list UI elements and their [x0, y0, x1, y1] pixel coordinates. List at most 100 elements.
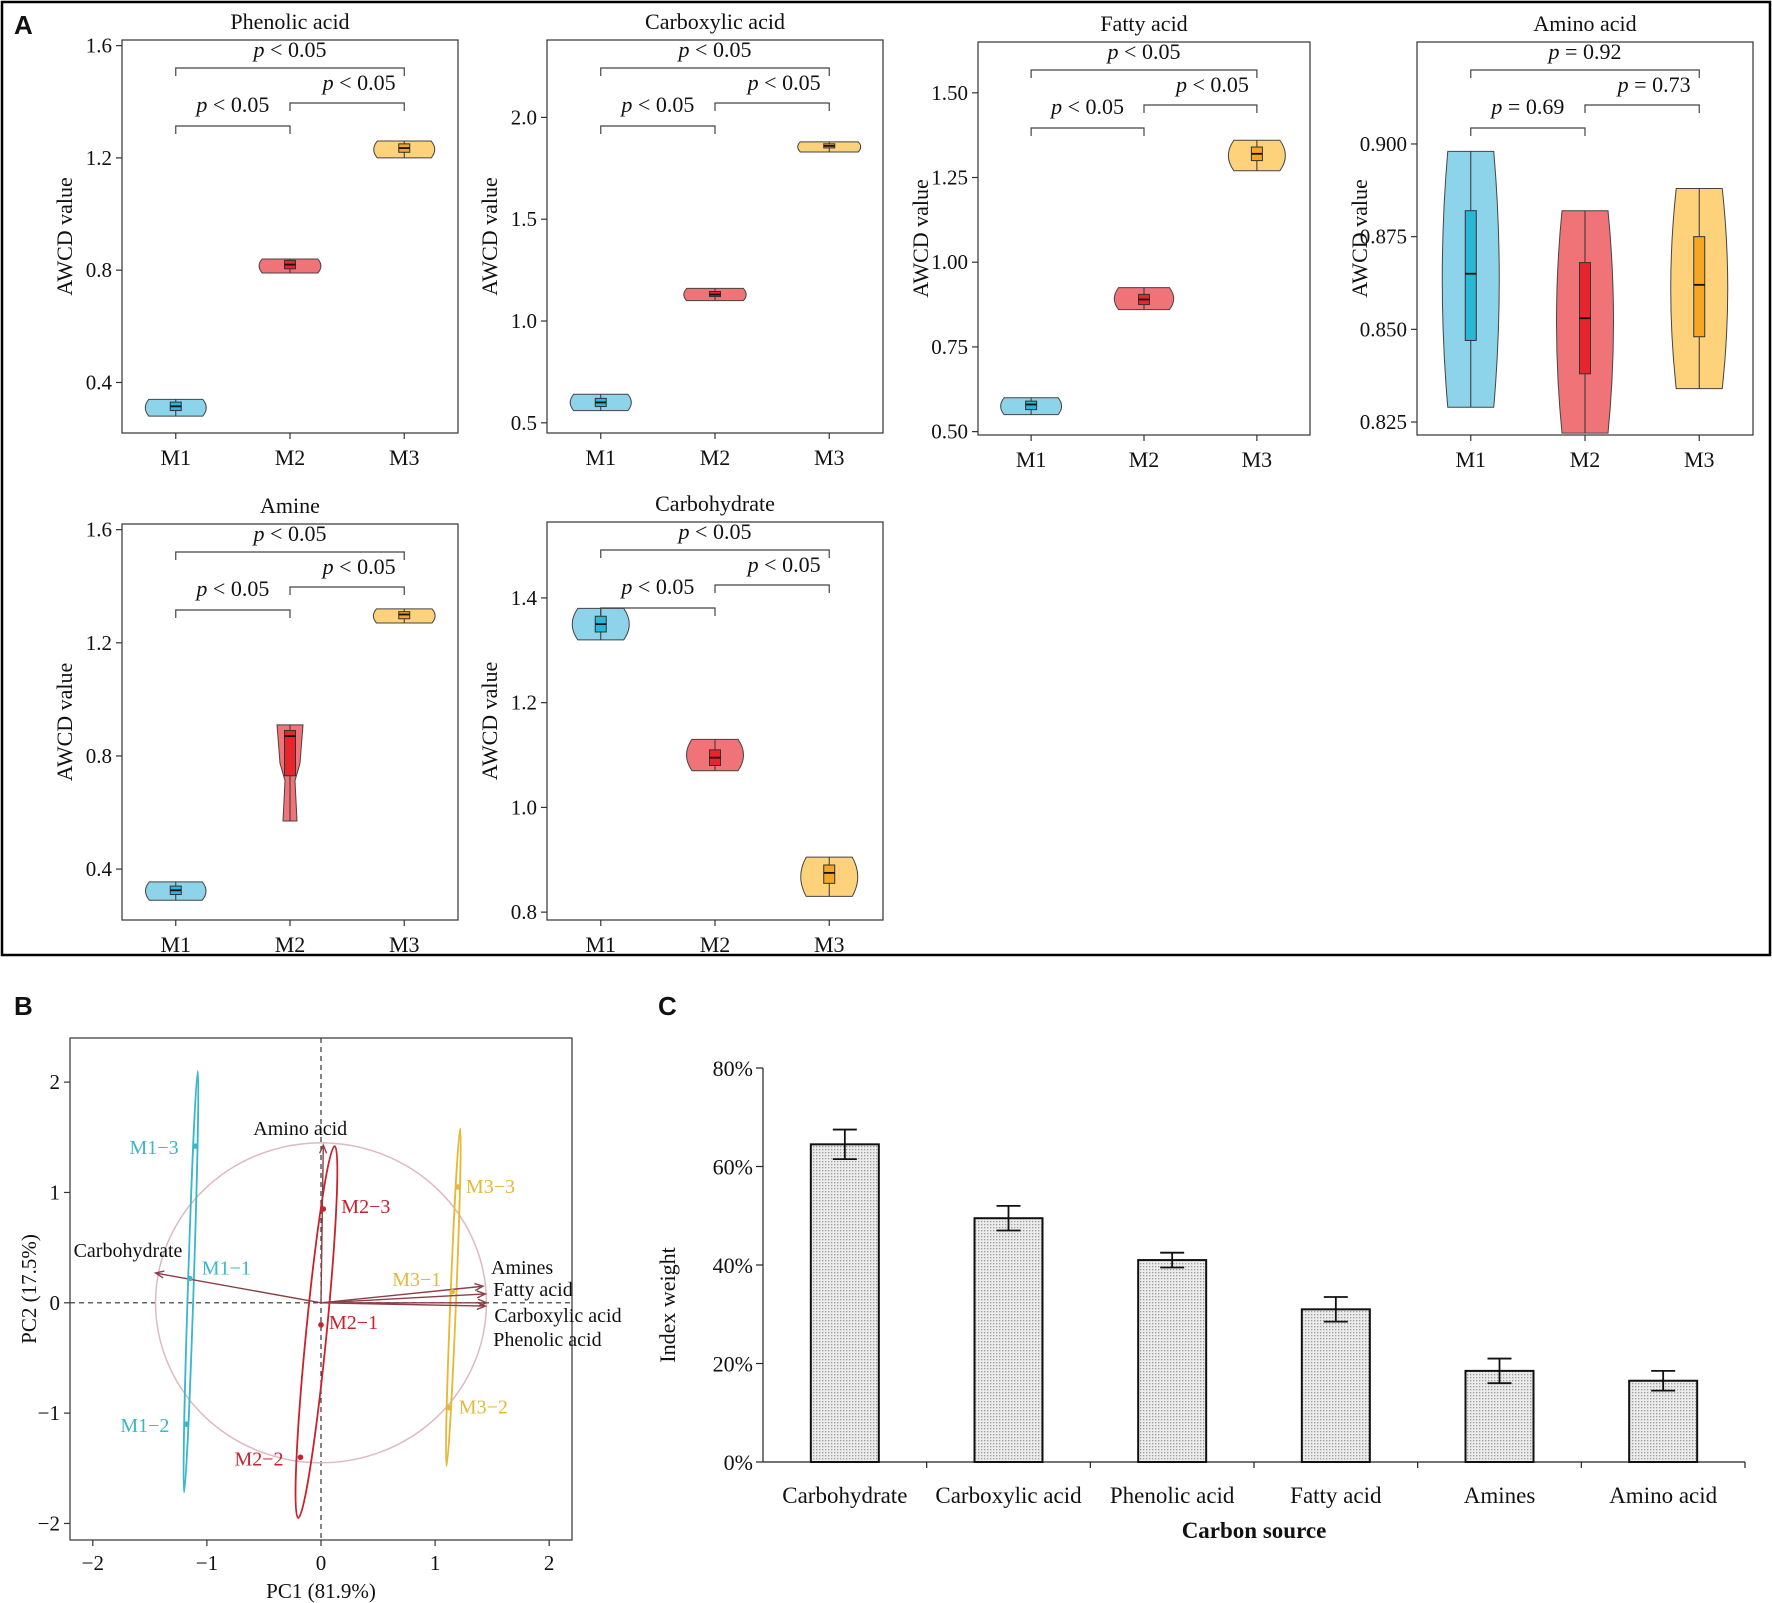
plot-frame — [121, 39, 459, 434]
loading-arrow — [155, 1272, 322, 1304]
panel-label-a: A — [14, 10, 33, 40]
y-tick-label: 1 — [50, 1180, 61, 1204]
x-tick-label: Carbohydrate — [782, 1483, 907, 1508]
y-tick-label: 2.0 — [511, 105, 537, 129]
significance-bracket — [600, 549, 830, 558]
chart-title: Fatty acid — [1100, 11, 1187, 36]
p-value-label: p < 0.05 — [1049, 94, 1124, 119]
loading-arrowhead — [477, 1298, 489, 1307]
y-axis-label: AWCD value — [477, 177, 502, 296]
pca-point — [449, 1288, 456, 1295]
panel-a-frame — [0, 0, 1772, 957]
significance-bracket — [175, 551, 405, 560]
p-value-label: p < 0.05 — [252, 521, 327, 546]
x-tick-label: M1 — [585, 445, 616, 470]
x-tick-label: M3 — [814, 932, 845, 957]
p-value-label: p < 0.05 — [194, 92, 269, 117]
chart-title: Carbohydrate — [655, 491, 775, 516]
y-tick-label: 0.8 — [86, 744, 112, 768]
loading-label: Carboxylic acid — [494, 1305, 621, 1327]
y-tick-label: 1.2 — [86, 631, 112, 655]
x-tick-label: Amino acid — [1609, 1483, 1717, 1508]
y-tick-label: 0.5 — [511, 411, 537, 435]
pca-biplot: −2 −1 0 1 2 −2 −1 0 1 2 PC1 (81.9%) PC2 (17.5%) Amin… — [17, 1037, 622, 1603]
x-tick-label: M3 — [1242, 447, 1273, 472]
p-value-label: p < 0.05 — [677, 37, 752, 62]
x-tick-label: M1 — [1016, 447, 1047, 472]
p-value-label: p < 0.05 — [746, 70, 821, 95]
y-axis-label: AWCD value — [52, 663, 77, 782]
y-tick-label: 1.2 — [86, 146, 112, 170]
loading-arrowhead — [476, 1301, 488, 1311]
panel-label-c: C — [658, 991, 677, 1021]
significance-bracket — [175, 609, 291, 618]
panel-label-b: B — [14, 991, 33, 1021]
x-tick-label: Phenolic acid — [1110, 1483, 1235, 1508]
x-tick-label: M1 — [160, 445, 191, 470]
p-value-label: p < 0.05 — [619, 574, 694, 599]
significance-bracket — [175, 125, 291, 134]
plot-frame — [546, 39, 884, 434]
charts-layer: Phenolic acid AWCD value 0.4 0.8 1.2 1.6 M1 M2 M… — [17, 9, 1754, 1603]
y-tick-label: 0.825 — [1360, 410, 1407, 434]
pca-point-label: M1−1 — [202, 1258, 251, 1280]
y-tick-label: 80% — [713, 1056, 753, 1081]
chart-title: Carboxylic acid — [645, 9, 785, 34]
significance-bracket — [600, 607, 716, 616]
y-tick-label: 20% — [713, 1352, 753, 1377]
y-tick-label: 1.5 — [511, 207, 537, 231]
x-tick-label: M1 — [1455, 447, 1486, 472]
x-tick-label: −2 — [82, 1551, 104, 1575]
significance-bracket — [600, 125, 716, 134]
p-value-label: p < 0.05 — [194, 576, 269, 601]
significance-bracket — [175, 67, 405, 76]
y-tick-label: 0.8 — [511, 900, 537, 924]
bar — [809, 1143, 880, 1464]
loading-arrow — [320, 1302, 486, 1307]
x-tick-label: −1 — [196, 1551, 218, 1575]
y-tick-label: 0.850 — [1360, 317, 1407, 341]
box-m2 — [284, 729, 296, 777]
group-ellipse-m1 — [182, 1070, 200, 1494]
y-tick-label: 0.875 — [1360, 225, 1407, 249]
y-tick-label: 1.0 — [511, 795, 537, 819]
pca-point — [297, 1454, 304, 1461]
x-tick-label: Carboxylic acid — [935, 1483, 1082, 1508]
pca-point — [183, 1421, 190, 1427]
p-value-label: p < 0.05 — [321, 554, 396, 579]
y-axis-label: PC2 (17.5%) — [17, 1234, 41, 1344]
pca-point-label: M1−2 — [120, 1415, 169, 1437]
p-value-label: p = 0.69 — [1489, 94, 1564, 119]
p-value-label: p < 0.05 — [746, 552, 821, 577]
y-axis-label: AWCD value — [52, 177, 77, 296]
x-tick-label: Amines — [1464, 1483, 1536, 1508]
bar — [1628, 1379, 1699, 1464]
x-axis-label: Carbon source — [1182, 1518, 1327, 1543]
violin-chart-phenolic: Phenolic acid AWCD value 0.4 0.8 1.2 1.6 M1 M2 M… — [52, 9, 459, 470]
chart-title: Amino acid — [1533, 11, 1636, 36]
box-m3 — [1693, 236, 1706, 338]
y-tick-label: −2 — [38, 1511, 60, 1535]
significance-bracket — [714, 102, 830, 111]
x-tick-label: M3 — [814, 445, 845, 470]
bar — [973, 1217, 1044, 1464]
significance-bracket — [1470, 69, 1700, 78]
x-tick-label: M3 — [389, 445, 420, 470]
y-tick-label: 0% — [724, 1450, 753, 1475]
bar — [1300, 1308, 1371, 1463]
y-tick-label: 0 — [50, 1291, 61, 1315]
pca-point — [320, 1206, 327, 1212]
pca-point-label: M1−3 — [130, 1137, 179, 1159]
violin-chart-carboxylic: Carboxylic acid AWCD value 0.5 1.0 1.5 2.0 M1 M… — [477, 9, 884, 470]
y-tick-label: 1.6 — [86, 518, 112, 542]
x-tick-label: M2 — [1129, 447, 1160, 472]
loading-label: Fatty acid — [493, 1279, 572, 1301]
y-tick-label: 60% — [713, 1155, 753, 1180]
y-tick-label: 0.50 — [931, 420, 968, 444]
y-tick-label: 0.75 — [931, 335, 968, 359]
p-value-label: p = 0.92 — [1547, 39, 1622, 64]
pca-point — [186, 1275, 193, 1282]
pca-point — [455, 1184, 461, 1190]
p-value-label: p < 0.05 — [1174, 72, 1249, 97]
significance-bracket — [1030, 127, 1145, 136]
